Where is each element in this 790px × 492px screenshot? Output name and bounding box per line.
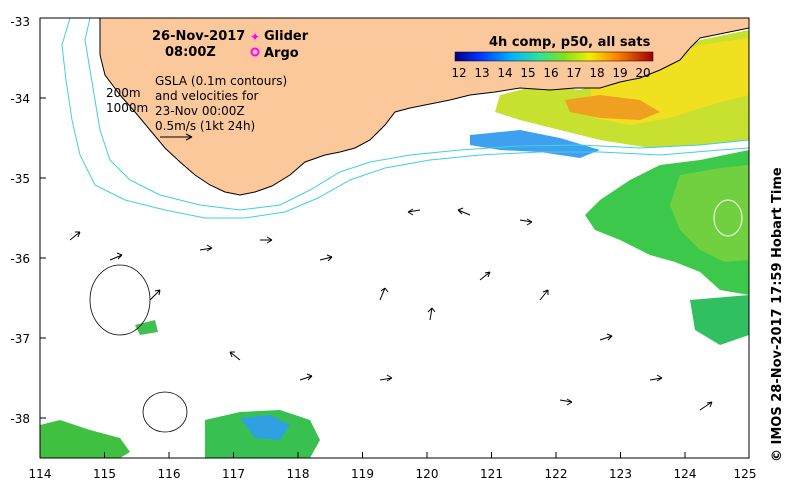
lon-tick: 123 [609, 467, 632, 481]
lon-tick: 117 [222, 467, 245, 481]
lon-tick: 124 [674, 467, 697, 481]
lat-tick: -35 [10, 172, 30, 186]
colorbar-tick: 17 [566, 66, 581, 80]
colorbar-tick: 15 [520, 66, 535, 80]
colorbar-tick: 19 [612, 66, 627, 80]
lat-tick: -33 [10, 15, 30, 29]
colorbar-title: 4h comp, p50, all sats [489, 35, 651, 50]
gsla-line1: GSLA (0.1m contours) [155, 74, 287, 88]
colorbar-tick: 18 [589, 66, 604, 80]
colorbar-tick: 14 [497, 66, 512, 80]
colorbar-ticks: 12 13 14 15 16 17 18 19 20 [451, 66, 650, 80]
lon-tick: 119 [351, 467, 374, 481]
date-line2: 08:00Z [165, 45, 216, 60]
lon-tick: 118 [287, 467, 310, 481]
lat-tick: -37 [10, 332, 30, 346]
lat-tick: -34 [10, 92, 30, 106]
lat-tick: -36 [10, 252, 30, 266]
lon-tick: 121 [480, 467, 503, 481]
legend-glider: Glider [264, 29, 309, 44]
lon-tick: 125 [734, 467, 757, 481]
lon-tick: 116 [158, 467, 181, 481]
depth-1000-label: 1000m [106, 101, 148, 115]
credit-text: © IMOS 28-Nov-2017 17:59 Hobart Time [770, 167, 785, 462]
sst-map: 114 115 116 117 118 119 120 121 122 123 … [0, 0, 790, 492]
lon-tick: 114 [29, 467, 52, 481]
depth-200-label: 200m [106, 86, 141, 100]
legend-argo: Argo [264, 46, 299, 61]
gsla-line4: 0.5m/s (1kt 24h) [155, 119, 255, 133]
gsla-line2: and velocities for [155, 89, 259, 103]
glider-marker: ✦ [250, 30, 260, 44]
colorbar-tick: 12 [451, 66, 466, 80]
lat-tick: -38 [10, 412, 30, 426]
colorbar-tick: 20 [635, 66, 650, 80]
lon-tick: 122 [545, 467, 568, 481]
colorbar [455, 52, 653, 61]
gsla-line3: 23-Nov 00:00Z [155, 104, 245, 118]
date-line1: 26-Nov-2017 [152, 29, 245, 44]
colorbar-tick: 13 [474, 66, 489, 80]
colorbar-tick: 16 [543, 66, 558, 80]
lon-tick: 115 [93, 467, 116, 481]
lon-tick: 120 [416, 467, 439, 481]
